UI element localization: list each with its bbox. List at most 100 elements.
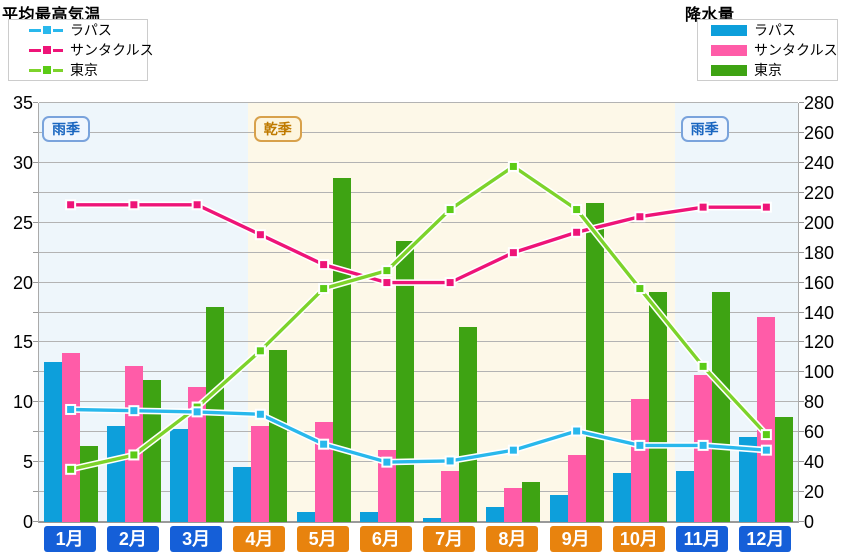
month-label-12月: 12月 bbox=[739, 526, 792, 552]
axis-tick bbox=[33, 371, 38, 373]
axis-tick bbox=[33, 102, 38, 103]
precip-tick-label: 260 bbox=[804, 122, 835, 143]
precip-bar-東京 bbox=[585, 203, 604, 522]
precip-bar-ラパス bbox=[423, 517, 442, 522]
precip-bar-ラパス bbox=[739, 436, 758, 522]
precip-bar-東京 bbox=[79, 445, 98, 522]
marker-icon bbox=[41, 63, 53, 76]
precip-bar-東京 bbox=[206, 306, 225, 522]
temp-legend: ラパス サンタクルス 東京 bbox=[8, 19, 154, 81]
precip-legend: ラパスサンタクルス東京 bbox=[697, 19, 838, 81]
month-label-5月: 5月 bbox=[296, 526, 349, 552]
bar-swatch-icon bbox=[711, 24, 747, 36]
axis-tick bbox=[33, 221, 38, 223]
precip-bar-ラパス bbox=[233, 466, 252, 522]
temp-tick-label: 10 bbox=[12, 392, 33, 413]
gridline bbox=[39, 221, 798, 223]
gridline bbox=[39, 131, 798, 133]
axis-tick bbox=[799, 221, 804, 223]
axis-tick bbox=[799, 401, 804, 403]
axis-tick bbox=[33, 401, 38, 403]
axis-tick bbox=[33, 491, 38, 493]
precip-bar-ラパス bbox=[486, 507, 505, 522]
axis-tick bbox=[33, 431, 38, 433]
temp-tick-label: 20 bbox=[12, 272, 33, 293]
precip-tick-label: 220 bbox=[804, 182, 835, 203]
precip-legend-item: ラパス bbox=[711, 21, 833, 39]
precip-bar-サンタクルス bbox=[188, 387, 207, 522]
precip-tick-label: 120 bbox=[804, 332, 835, 353]
precip-bar-東京 bbox=[395, 240, 414, 522]
precip-legend-item: サンタクルス bbox=[711, 41, 838, 59]
axis-tick bbox=[33, 191, 38, 193]
precip-legend-item: 東京 bbox=[711, 61, 833, 79]
axis-tick bbox=[33, 251, 38, 253]
axis-tick bbox=[799, 461, 804, 463]
temp-legend-label: サンタクルス bbox=[70, 42, 154, 58]
month-label-4月: 4月 bbox=[233, 526, 286, 552]
gridline bbox=[39, 281, 798, 283]
axis-tick bbox=[799, 191, 804, 193]
precip-tick-label: 140 bbox=[804, 302, 835, 323]
precip-tick-label: 60 bbox=[804, 422, 825, 443]
month-label-10月: 10月 bbox=[612, 526, 665, 552]
month-label-2月: 2月 bbox=[106, 526, 159, 552]
precip-bar-ラパス bbox=[106, 426, 125, 522]
gridline bbox=[39, 311, 798, 313]
temp-tick-label: 15 bbox=[12, 332, 33, 353]
precip-bar-サンタクルス bbox=[630, 399, 649, 522]
month-label-11月: 11月 bbox=[676, 526, 729, 552]
temp-tick-label: 35 bbox=[12, 93, 33, 113]
temp-tick-label: 0 bbox=[22, 512, 33, 532]
precip-tick-label: 40 bbox=[804, 452, 825, 473]
line-swatch-icon bbox=[29, 43, 63, 56]
axis-tick bbox=[799, 161, 804, 163]
axis-tick bbox=[799, 251, 804, 253]
precip-bar-東京 bbox=[775, 417, 794, 522]
gridline bbox=[39, 491, 798, 493]
gridline bbox=[39, 371, 798, 373]
season-badge-rainy: 雨季 bbox=[680, 116, 729, 142]
precip-bar-東京 bbox=[522, 481, 541, 522]
temp-legend-item: ラパス bbox=[29, 21, 141, 39]
precip-legend-label: ラパス bbox=[754, 22, 796, 38]
precip-tick-label: 100 bbox=[804, 362, 835, 383]
precip-bar-東京 bbox=[459, 327, 478, 522]
temp-tick-label: 30 bbox=[12, 152, 33, 173]
month-label-6月: 6月 bbox=[359, 526, 412, 552]
precip-tick-label: 240 bbox=[804, 152, 835, 173]
temp-tick-label: 25 bbox=[12, 212, 33, 233]
month-label-9月: 9月 bbox=[549, 526, 602, 552]
axis-tick bbox=[33, 161, 38, 163]
gridline bbox=[39, 521, 798, 522]
gridline bbox=[39, 102, 798, 103]
precip-tick-label: 0 bbox=[804, 512, 815, 532]
season-badge-rainy: 雨季 bbox=[42, 116, 90, 142]
precip-bar-東京 bbox=[712, 291, 731, 522]
precip-bar-サンタクルス bbox=[61, 352, 80, 522]
axis-tick bbox=[799, 371, 804, 373]
axis-tick bbox=[799, 131, 804, 133]
precip-tick-label: 20 bbox=[804, 482, 825, 503]
precip-bar-サンタクルス bbox=[757, 317, 776, 522]
precip-bar-ラパス bbox=[296, 511, 315, 522]
month-label-3月: 3月 bbox=[170, 526, 223, 552]
plot-area: 雨季 乾季 雨季 bbox=[33, 102, 804, 523]
precip-bar-ラパス bbox=[359, 511, 378, 522]
precip-legend-label: 東京 bbox=[754, 62, 782, 78]
precip-bar-サンタクルス bbox=[251, 426, 270, 522]
axis-tick bbox=[799, 341, 804, 343]
precip-tick-label: 180 bbox=[804, 242, 835, 263]
axis-tick bbox=[33, 131, 38, 133]
precip-tick-label: 80 bbox=[804, 392, 825, 413]
axis-tick bbox=[799, 521, 804, 522]
precip-bar-東京 bbox=[648, 291, 667, 522]
precip-bar-ラパス bbox=[612, 472, 631, 522]
marker-icon bbox=[41, 23, 53, 36]
precip-bar-東京 bbox=[142, 379, 161, 522]
precip-bar-東京 bbox=[269, 349, 288, 522]
month-label-7月: 7月 bbox=[423, 526, 476, 552]
precip-bar-ラパス bbox=[676, 471, 695, 522]
precip-bar-ラパス bbox=[549, 495, 568, 522]
